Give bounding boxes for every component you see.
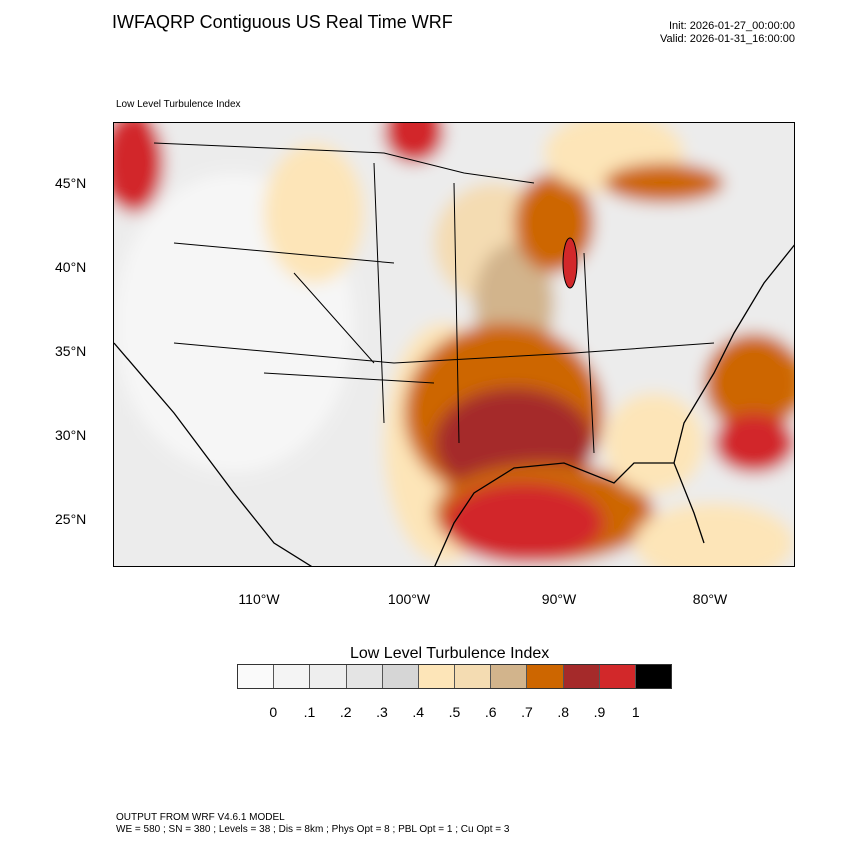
lat-label: 45°N <box>55 175 87 191</box>
lat-label: 25°N <box>55 511 87 527</box>
lon-label: 110°W <box>238 591 280 607</box>
colorbar-label: .8 <box>557 704 570 720</box>
colorbar-label: .2 <box>339 704 352 720</box>
colorbar-box <box>382 665 419 688</box>
colorbar-label: .7 <box>521 704 533 720</box>
lat-label: 30°N <box>55 427 87 443</box>
init-time: Init: 2026-01-27_00:00:00 <box>669 20 795 32</box>
colorbar-label: 0 <box>269 704 278 720</box>
valid-time: Valid: 2026-01-31_16:00:00 <box>660 33 795 45</box>
colorbar-box <box>418 665 456 688</box>
turbulence-map <box>113 122 795 567</box>
colorbar-box <box>527 665 564 688</box>
lon-label: 80°W <box>692 591 728 607</box>
colorbar-box <box>310 665 347 688</box>
lon-label: 90°W <box>541 591 577 607</box>
plot-title: IWFAQRP Contiguous US Real Time WRF <box>112 12 453 32</box>
colorbar-label: .9 <box>593 704 606 720</box>
colorbar-title: Low Level Turbulence Index <box>350 645 550 662</box>
lon-label: 100°W <box>387 591 431 607</box>
colorbar-label: 1 <box>631 704 640 720</box>
colorbar-label: .1 <box>303 704 316 720</box>
lat-label: 40°N <box>55 259 87 275</box>
colorbar <box>237 664 672 689</box>
colorbar-box <box>455 665 492 688</box>
colorbar-box <box>491 665 528 688</box>
colorbar-box <box>563 665 600 688</box>
map-subtitle: Low Level Turbulence Index <box>116 99 241 110</box>
map-field <box>114 123 794 566</box>
model-info-line1: OUTPUT FROM WRF V4.6.1 MODEL <box>116 812 285 823</box>
lat-label: 35°N <box>55 343 87 359</box>
colorbar-box <box>635 665 672 688</box>
colorbar-label: .5 <box>448 704 461 720</box>
init-valid-times: Init: 2026-01-27_00:00:00 Valid: 2026-01… <box>660 20 795 46</box>
colorbar-box <box>346 665 383 688</box>
colorbar-label: .4 <box>412 704 425 720</box>
colorbar-box <box>599 665 636 688</box>
colorbar-label: .3 <box>376 704 388 720</box>
colorbar-label: .6 <box>484 704 497 720</box>
model-info-line2: WE = 580 ; SN = 380 ; Levels = 38 ; Dis … <box>116 824 510 835</box>
colorbar-box <box>238 665 275 688</box>
colorbar-box <box>274 665 311 688</box>
model-info: OUTPUT FROM WRF V4.6.1 MODEL WE = 580 ; … <box>116 812 509 836</box>
